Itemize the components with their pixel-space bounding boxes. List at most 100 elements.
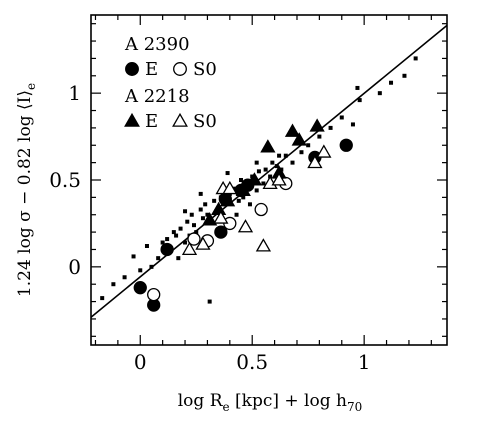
data-point-small-square (355, 85, 360, 90)
data-point-small-square (203, 202, 208, 207)
data-point-small-square (156, 256, 161, 261)
series-open-triangle (181, 144, 332, 255)
legend-title: A 2218 (124, 86, 190, 107)
data-point-small-square (254, 160, 259, 165)
data-point-small-square (239, 178, 244, 182)
data-point-open-circle (187, 232, 201, 246)
y-axis-ticks: 00.51 (49, 23, 447, 337)
legend-marker-filled-triangle (124, 112, 140, 127)
data-point-small-square (225, 171, 230, 176)
data-point-small-square (270, 160, 275, 165)
data-point-filled-triangle (219, 193, 236, 207)
data-point-small-square (191, 223, 196, 228)
data-point-small-square (122, 275, 127, 280)
data-point-filled-circle (339, 138, 353, 152)
data-point-small-square (413, 56, 418, 61)
data-point-small-square (290, 160, 295, 165)
data-point-small-square (317, 134, 322, 139)
data-point-small-square (198, 207, 203, 212)
data-point-small-square (234, 212, 239, 217)
data-point-small-square (212, 198, 217, 203)
data-point-filled-triangle (246, 172, 263, 186)
data-point-filled-circle (160, 242, 174, 257)
legend-marker-open-triangle (172, 112, 188, 127)
data-point-small-square (328, 125, 333, 130)
data-point-small-square (200, 216, 205, 221)
legend-label: E (145, 59, 158, 80)
data-point-small-square (165, 237, 170, 242)
data-point-open-triangle (255, 238, 272, 252)
data-point-open-triangle (237, 219, 254, 233)
data-point-small-square (256, 169, 261, 174)
data-point-open-triangle (195, 236, 211, 250)
data-point-small-square (389, 80, 394, 85)
data-point-small-square (299, 150, 304, 155)
data-point-small-square (183, 209, 188, 214)
data-point-filled-triangle (284, 123, 301, 137)
data-point-small-square (189, 212, 194, 217)
data-point-small-square (402, 73, 407, 78)
data-point-open-circle (147, 287, 161, 302)
data-point-small-square (236, 198, 241, 203)
data-point-small-square (377, 91, 382, 96)
data-point-small-square (185, 219, 190, 224)
data-point-small-square (131, 254, 136, 259)
data-point-small-square (100, 296, 105, 301)
x-tick-label: 0.5 (236, 350, 268, 374)
y-axis-label: 1.24 log σ − 0.82 log ⟨I⟩e (15, 83, 38, 297)
data-point-small-square (138, 268, 143, 273)
legend: A 2390 E S0A 2218 E S0 (124, 34, 217, 132)
legend-marker-filled-circle (125, 62, 139, 76)
data-point-small-square (247, 202, 252, 207)
data-point-small-square (176, 256, 181, 261)
data-point-filled-triangle (291, 132, 307, 146)
data-point-small-square (111, 282, 116, 287)
data-point-small-square (232, 186, 237, 191)
data-point-filled-triangle (309, 118, 325, 132)
data-point-filled-triangle (260, 139, 276, 153)
data-point-filled-triangle (202, 212, 218, 226)
y-tick-label: 0 (68, 255, 81, 279)
legend-marker-open-circle (173, 62, 187, 76)
legend-title: A 2390 (124, 34, 190, 55)
data-point-small-square (254, 188, 259, 193)
y-tick-label: 0.5 (49, 168, 81, 192)
plot-area (90, 24, 448, 318)
data-point-small-square (178, 226, 183, 231)
data-point-small-square (183, 240, 188, 245)
data-point-small-square (277, 153, 282, 158)
series-filled-triangle (202, 118, 325, 226)
legend-label: E (145, 111, 158, 132)
data-point-small-square (357, 98, 362, 103)
x-tick-label: 0 (134, 350, 147, 374)
data-point-small-square (194, 230, 199, 235)
data-point-open-triangle (307, 154, 323, 169)
data-point-small-square (261, 181, 266, 186)
data-point-small-square (144, 244, 149, 248)
data-point-open-triangle (181, 241, 198, 255)
data-point-small-square (339, 115, 344, 120)
data-point-small-square (263, 167, 268, 172)
data-point-small-square (207, 299, 212, 304)
data-point-small-square (174, 233, 179, 238)
data-point-small-square (149, 264, 154, 269)
data-point-open-triangle (316, 144, 332, 158)
data-point-filled-circle (214, 225, 228, 239)
data-point-small-square (205, 212, 210, 217)
data-point-open-triangle (213, 210, 229, 224)
data-point-small-square (160, 240, 165, 245)
data-point-small-square (306, 143, 311, 148)
data-point-filled-triangle (235, 182, 251, 196)
data-point-open-circle (254, 202, 268, 217)
x-axis-ticks: 0 0.5 1 (94, 15, 432, 374)
data-point-open-triangle (222, 180, 238, 195)
data-point-small-square (350, 122, 355, 127)
data-point-filled-circle (133, 281, 147, 295)
legend-label: S0 (193, 59, 217, 80)
data-point-small-square (241, 195, 246, 200)
data-point-small-square (274, 164, 279, 169)
y-tick-label: 1 (68, 81, 81, 105)
x-tick-label: 1 (358, 350, 371, 374)
data-point-small-square (171, 230, 176, 235)
